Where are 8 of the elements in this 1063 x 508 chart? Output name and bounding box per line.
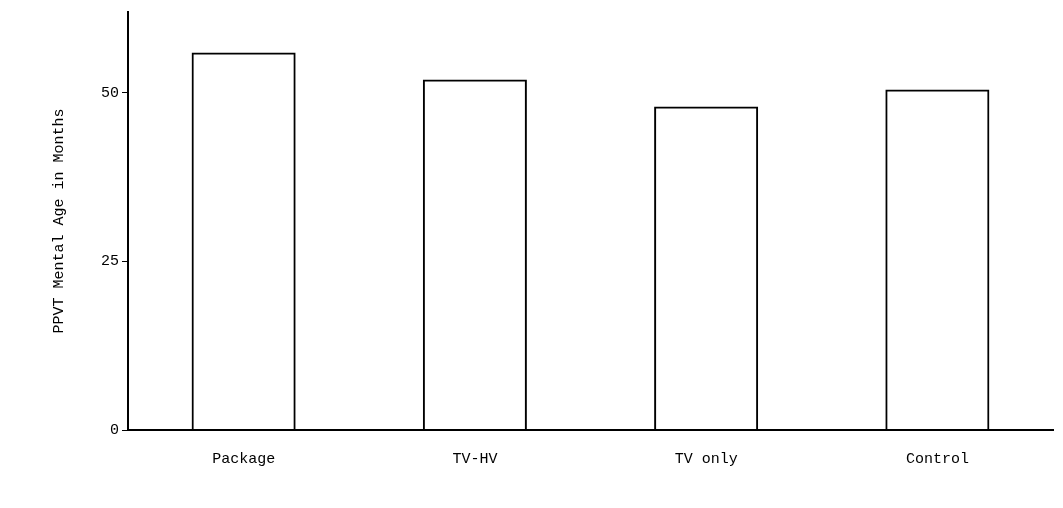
x-tick-label: TV-HV bbox=[452, 450, 498, 468]
y-tick-label: 50 bbox=[100, 84, 119, 102]
x-tick-label: Package bbox=[212, 450, 276, 468]
y-axis-title: PPVT Mental Age in Months bbox=[50, 108, 68, 334]
y-tick-label: 25 bbox=[100, 253, 119, 271]
x-tick-label: TV only bbox=[674, 450, 738, 468]
y-tick-label: 0 bbox=[109, 421, 119, 439]
x-tick-label: Control bbox=[905, 450, 969, 468]
